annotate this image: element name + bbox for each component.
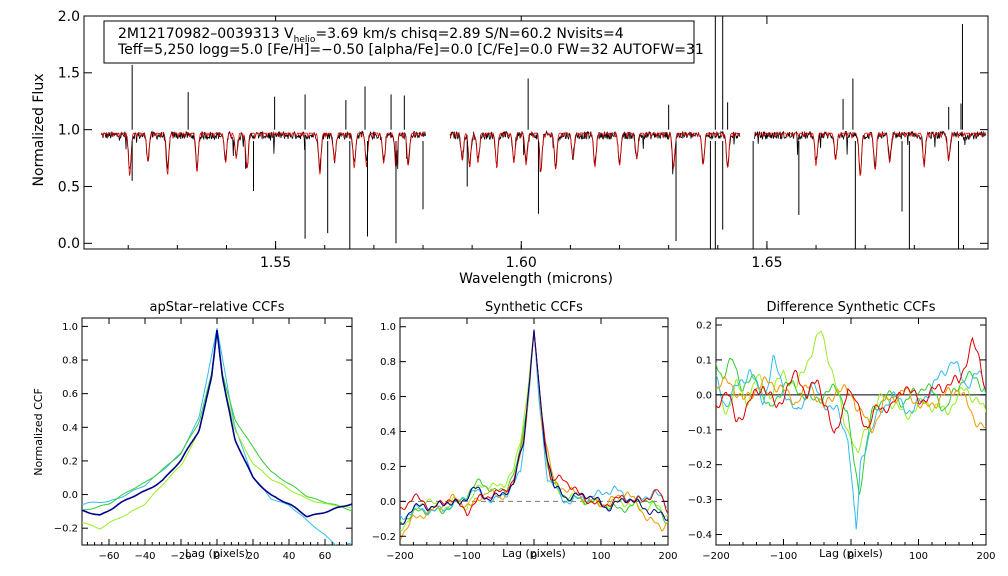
y-tick-label: 1.0	[58, 123, 80, 139]
observed-spectrum-line-chip-0	[101, 130, 426, 171]
apstar-ccf-y-axis-label: Normalized CCF	[32, 388, 45, 476]
model-spectrum-line-chip-1	[449, 131, 741, 172]
x-tick-label: 20	[247, 551, 260, 562]
model-spectrum-line-chip-0	[100, 131, 426, 176]
x-tick-label: 100	[909, 551, 928, 562]
y-tick-label: −0.1	[688, 425, 712, 436]
red-ccf-line	[716, 336, 986, 434]
spectrum-panel: 1.55 1.60 1.65 0.0 0.5 1.0 1.5 2.0 2M12170982–0…	[31, 9, 989, 287]
x-tick-label: 200	[976, 551, 995, 562]
y-tick-label: −0.3	[688, 495, 712, 506]
x-tick-label: −200	[702, 551, 729, 562]
y-tick-label: 0.0	[58, 236, 80, 252]
cyan-ccf-line	[716, 354, 986, 530]
spectrum-x-axis-label: Wavelength (microns)	[459, 271, 613, 287]
y-tick-label: 0.8	[380, 357, 396, 368]
x-tick-label: 0	[848, 551, 854, 562]
y-tick-label: 0.4	[380, 427, 396, 438]
apstar-ccf-x-axis-label: Lag (pixels)	[185, 547, 249, 560]
apstar-ccf-plot-frame	[81, 317, 353, 546]
synthetic-ccf-title: Synthetic CCFs	[485, 300, 583, 315]
difference-ccf-title: Difference Synthetic CCFs	[766, 300, 935, 315]
x-tick-label: 40	[283, 551, 296, 562]
x-tick-label: −100	[770, 551, 797, 562]
spectrum-marks	[100, 16, 986, 249]
red-ccf-line	[400, 331, 668, 517]
navy-ccf-line	[82, 329, 352, 518]
green-ccf-line	[400, 329, 668, 525]
apstar-ccf-title: apStar–relative CCFs	[150, 300, 285, 315]
difference-ccf-plot-frame	[715, 317, 987, 546]
y-tick-label: 0.0	[62, 490, 78, 501]
y-tick-label: −0.2	[688, 460, 712, 471]
apstar-ccf-panel: apStar–relative CCFs −60 −40 −20 0 20 40 60 −0.…	[32, 300, 353, 562]
y-tick-label: 0.8	[62, 356, 78, 367]
apstar-ccf-axis-ticks: −60 −40 −20 0 20 40 60 −0.2 0.0 0.2 0.4 0.6 0.8 1.0	[54, 318, 352, 562]
y-tick-label: 1.0	[380, 322, 396, 333]
spectrum-info-line-2: Teff=5,250 logg=5.0 [Fe/H]=−0.50 [alpha/…	[117, 42, 704, 58]
cyan-ccf-line	[82, 328, 352, 545]
synthetic-ccf-marks	[400, 329, 668, 540]
y-tick-label: 0.6	[62, 389, 78, 400]
y-tick-label: 0.0	[380, 497, 396, 508]
x-tick-label: 0	[531, 551, 537, 562]
observed-spectrum-line-chip-2	[754, 130, 986, 175]
x-tick-label: 100	[591, 551, 610, 562]
synthetic-ccf-panel: Synthetic CCFs −200 −100 0 100 200 −0.2 0.0 0.2…	[372, 300, 678, 562]
spectrum-info-box	[103, 20, 695, 64]
apstar-ccf-marks	[82, 328, 352, 545]
y-tick-label: 0.0	[696, 390, 712, 401]
x-tick-label: −20	[170, 551, 191, 562]
green-ccf-line	[82, 329, 352, 512]
orange-ccf-line	[716, 375, 986, 434]
navy-ccf-line	[400, 329, 668, 525]
model-spectrum-line-chip-2	[754, 131, 986, 176]
y-tick-label: 2.0	[58, 9, 80, 25]
y-tick-label: 0.2	[62, 456, 78, 467]
x-tick-label: −100	[453, 551, 480, 562]
x-tick-label: −200	[386, 551, 413, 562]
x-tick-label: 0	[214, 551, 220, 562]
y-tick-label: −0.2	[54, 524, 78, 535]
x-tick-label: −60	[98, 551, 119, 562]
limegreen-ccf-line	[82, 331, 352, 530]
y-tick-label: −0.4	[688, 530, 712, 541]
y-tick-label: 0.4	[62, 423, 78, 434]
spectrum-y-axis-label: Normalized Flux	[31, 74, 47, 187]
observed-spectrum-line-chip-1	[449, 130, 741, 175]
y-tick-label: 1.5	[58, 66, 80, 82]
y-tick-label: −0.2	[372, 532, 396, 543]
spectrum-axis-ticks: 1.55 1.60 1.65 0.0 0.5 1.0 1.5 2.0	[58, 9, 988, 271]
x-tick-label: 60	[319, 551, 332, 562]
y-tick-label: 1.0	[62, 322, 78, 333]
y-tick-label: 0.6	[380, 392, 396, 403]
spectrum-plot-frame	[83, 15, 989, 250]
x-tick-label: 1.55	[260, 255, 291, 271]
x-tick-label: 200	[658, 551, 677, 562]
difference-ccf-panel: Difference Synthetic CCFs −200 −100 0 100 20…	[688, 300, 996, 562]
x-tick-label: 1.60	[506, 255, 537, 271]
cyan-ccf-line	[400, 329, 668, 520]
synthetic-ccf-x-axis-label: Lag (pixels)	[502, 547, 566, 560]
synthetic-ccf-axis-ticks: −200 −100 0 100 200 −0.2 0.0 0.2 0.4 0.6 0.8 1.0	[372, 318, 678, 562]
x-tick-label: 1.65	[751, 255, 782, 271]
y-tick-label: 0.2	[696, 320, 712, 331]
difference-ccf-axis-ticks: −200 −100 0 100 200 −0.4 −0.3 −0.2 −0.1 0.0 0.1 0.2	[688, 318, 996, 562]
y-tick-label: 0.2	[380, 462, 396, 473]
spectrum-info-line-1: 2M12170982–0039313 Vhelio=3.69 km/s chis…	[118, 26, 624, 45]
x-tick-label: −40	[134, 551, 155, 562]
difference-ccf-x-axis-label: Lag (pixels)	[819, 547, 883, 560]
y-tick-label: 0.5	[58, 179, 80, 195]
y-tick-label: 0.1	[696, 355, 712, 366]
difference-ccf-marks	[716, 330, 986, 530]
